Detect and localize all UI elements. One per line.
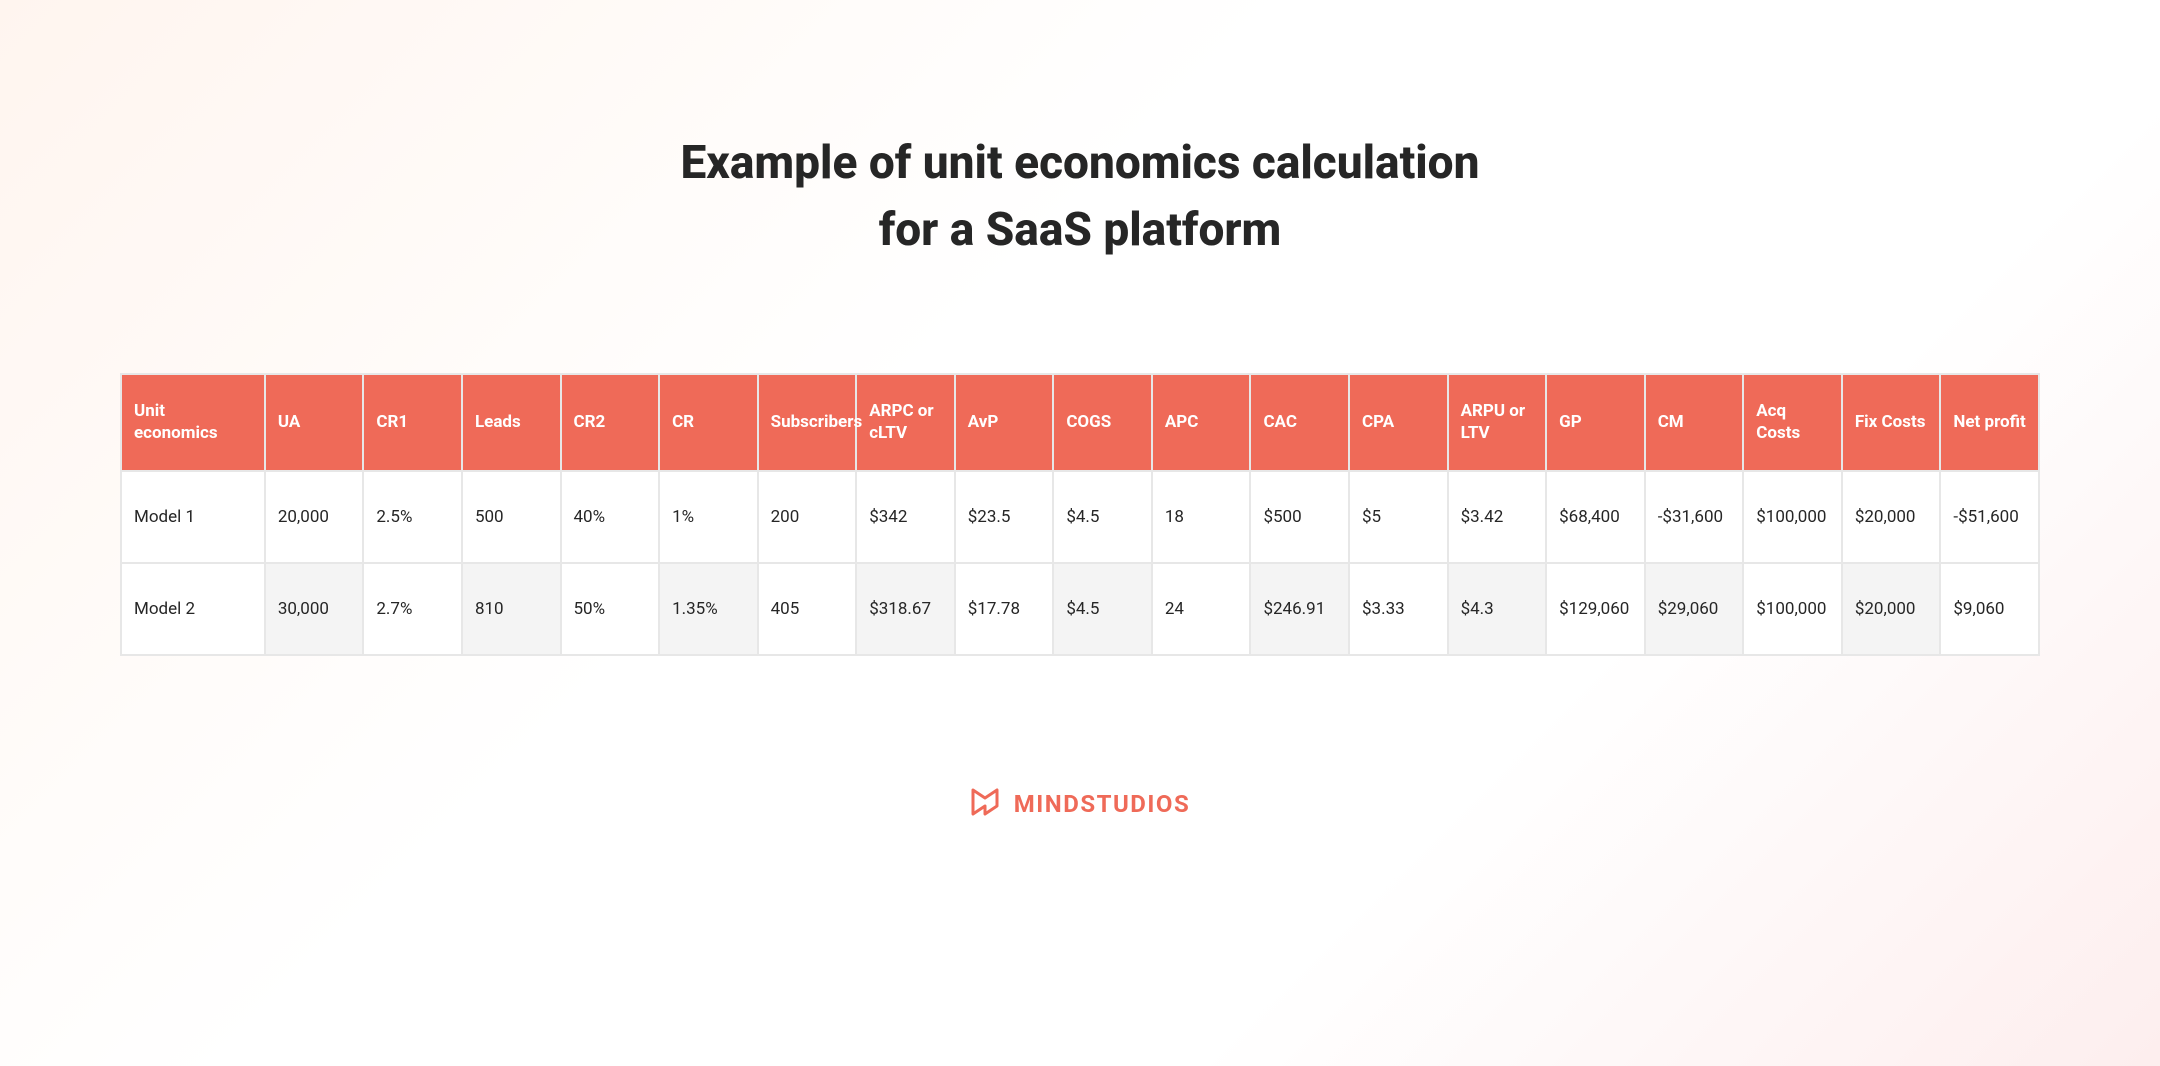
cell: 30,000 [265, 563, 364, 655]
cell: $23.5 [955, 471, 1054, 563]
col-gp: GP [1546, 374, 1645, 471]
cell: $342 [856, 471, 955, 563]
col-cm: CM [1645, 374, 1744, 471]
table-header-row: Unit economics UA CR1 Leads CR2 CR Subsc… [121, 374, 2039, 471]
cell: 1.35% [659, 563, 758, 655]
brand-logo: MINDSTUDIOS [970, 786, 1190, 822]
col-subscribers: Subscribers [758, 374, 857, 471]
brand-name: MINDSTUDIOS [1014, 790, 1190, 818]
cell: $500 [1250, 471, 1349, 563]
col-avp: AvP [955, 374, 1054, 471]
col-net-profit: Net profit [1940, 374, 2039, 471]
cell: $100,000 [1743, 563, 1842, 655]
cell: $4.5 [1053, 563, 1152, 655]
cell: $20,000 [1842, 471, 1941, 563]
cell: 2.7% [363, 563, 462, 655]
cell: 810 [462, 563, 561, 655]
cell: 2.5% [363, 471, 462, 563]
cell: 24 [1152, 563, 1251, 655]
cell: $9,060 [1940, 563, 2039, 655]
cell: $100,000 [1743, 471, 1842, 563]
col-acq-costs: Acq Costs [1743, 374, 1842, 471]
col-arpc: ARPC or cLTV [856, 374, 955, 471]
unit-economics-table: Unit economics UA CR1 Leads CR2 CR Subsc… [120, 373, 2040, 656]
cell: $246.91 [1250, 563, 1349, 655]
cell: -$31,600 [1645, 471, 1744, 563]
table-row: Model 1 20,000 2.5% 500 40% 1% 200 $342 … [121, 471, 2039, 563]
col-unit-economics: Unit economics [121, 374, 265, 471]
cell: $3.33 [1349, 563, 1448, 655]
cell: 50% [561, 563, 660, 655]
col-leads: Leads [462, 374, 561, 471]
cell: -$51,600 [1940, 471, 2039, 563]
col-cr1: CR1 [363, 374, 462, 471]
col-fix-costs: Fix Costs [1842, 374, 1941, 471]
cell: $29,060 [1645, 563, 1744, 655]
col-cr2: CR2 [561, 374, 660, 471]
cell: Model 2 [121, 563, 265, 655]
col-cogs: COGS [1053, 374, 1152, 471]
cell: 20,000 [265, 471, 364, 563]
cell: 500 [462, 471, 561, 563]
cell: 40% [561, 471, 660, 563]
cell: $5 [1349, 471, 1448, 563]
col-cpa: CPA [1349, 374, 1448, 471]
col-ua: UA [265, 374, 364, 471]
col-cac: CAC [1250, 374, 1349, 471]
cell: 405 [758, 563, 857, 655]
cell: $3.42 [1448, 471, 1547, 563]
page-title: Example of unit economics calculation fo… [681, 130, 1480, 263]
cell: 18 [1152, 471, 1251, 563]
title-line-2: for a SaaS platform [879, 203, 1282, 257]
cell: 200 [758, 471, 857, 563]
col-apc: APC [1152, 374, 1251, 471]
col-arpu: ARPU or LTV [1448, 374, 1547, 471]
col-cr: CR [659, 374, 758, 471]
cell: Model 1 [121, 471, 265, 563]
cell: 1% [659, 471, 758, 563]
title-line-1: Example of unit economics calculation [681, 136, 1480, 190]
cell: $68,400 [1546, 471, 1645, 563]
cell: $4.5 [1053, 471, 1152, 563]
cell: $17.78 [955, 563, 1054, 655]
mindstudios-icon [970, 786, 1000, 822]
table-container: Unit economics UA CR1 Leads CR2 CR Subsc… [120, 373, 2040, 656]
cell: $4.3 [1448, 563, 1547, 655]
table-row: Model 2 30,000 2.7% 810 50% 1.35% 405 $3… [121, 563, 2039, 655]
cell: $318.67 [856, 563, 955, 655]
cell: $20,000 [1842, 563, 1941, 655]
cell: $129,060 [1546, 563, 1645, 655]
